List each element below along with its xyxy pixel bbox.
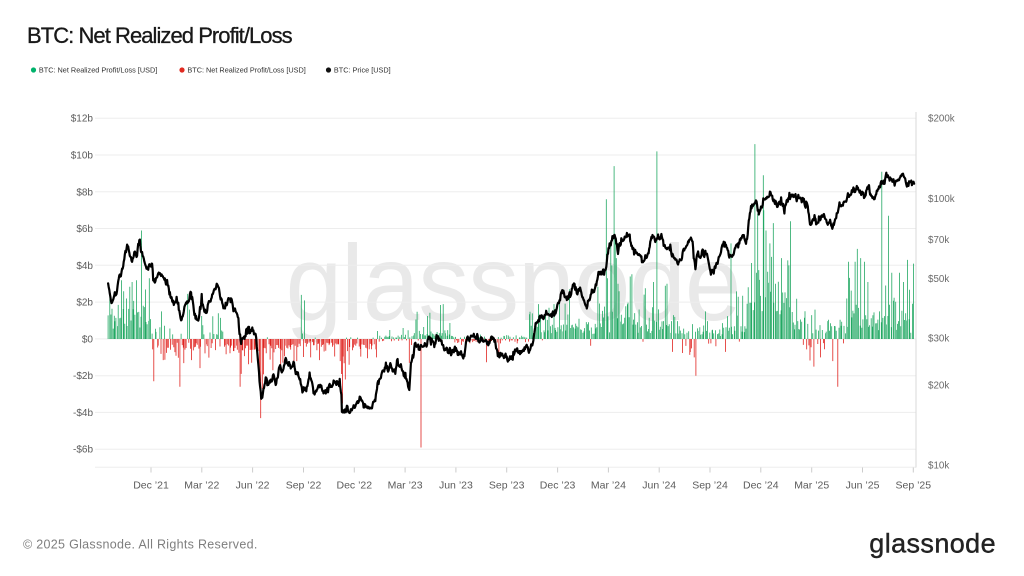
svg-text:Mar ’23: Mar ’23 (388, 480, 423, 492)
svg-text:$2b: $2b (76, 298, 93, 309)
svg-text:$70k: $70k (928, 235, 949, 246)
svg-text:Sep ’23: Sep ’23 (489, 480, 525, 492)
svg-text:$10k: $10k (928, 461, 949, 472)
svg-text:Sep ’25: Sep ’25 (895, 480, 931, 492)
svg-text:-$4b: -$4b (73, 408, 93, 419)
svg-text:BTC: Net Realized Profit/Loss: BTC: Net Realized Profit/Loss [USD] (39, 66, 157, 75)
svg-text:$8b: $8b (76, 187, 93, 198)
svg-text:Jun ’22: Jun ’22 (236, 480, 270, 492)
svg-text:Sep ’22: Sep ’22 (286, 480, 322, 492)
svg-text:$20k: $20k (928, 380, 949, 391)
svg-text:$200k: $200k (928, 114, 955, 125)
svg-text:BTC: Net Realized Profit/Loss: BTC: Net Realized Profit/Loss (27, 23, 293, 48)
svg-text:glassnode: glassnode (869, 528, 996, 558)
svg-text:$100k: $100k (928, 194, 955, 205)
svg-text:$6b: $6b (76, 224, 93, 235)
svg-text:$10b: $10b (71, 151, 94, 162)
svg-text:Sep ’24: Sep ’24 (692, 480, 728, 492)
svg-text:Mar ’24: Mar ’24 (591, 480, 626, 492)
svg-text:$30k: $30k (928, 333, 949, 344)
svg-text:© 2025 Glassnode. All Rights R: © 2025 Glassnode. All Rights Reserved. (23, 538, 258, 552)
svg-text:-$2b: -$2b (73, 371, 93, 382)
svg-text:BTC: Price [USD]: BTC: Price [USD] (334, 66, 391, 75)
svg-text:Mar ’22: Mar ’22 (184, 480, 219, 492)
svg-text:Dec ’22: Dec ’22 (336, 480, 372, 492)
svg-text:$50k: $50k (928, 274, 949, 285)
svg-text:-$6b: -$6b (73, 445, 93, 456)
svg-text:glassnode: glassnode (286, 223, 741, 344)
svg-text:$0: $0 (82, 334, 94, 345)
svg-text:Jun ’24: Jun ’24 (642, 480, 676, 492)
svg-text:Jun ’25: Jun ’25 (846, 480, 880, 492)
svg-text:$4b: $4b (76, 261, 93, 272)
svg-text:Dec ’24: Dec ’24 (743, 480, 779, 492)
svg-text:Dec ’21: Dec ’21 (133, 480, 169, 492)
svg-text:Mar ’25: Mar ’25 (794, 480, 829, 492)
svg-text:Dec ’23: Dec ’23 (540, 480, 576, 492)
svg-text:BTC: Net Realized Profit/Loss: BTC: Net Realized Profit/Loss [USD] (187, 66, 305, 75)
svg-text:$12b: $12b (71, 114, 94, 125)
svg-text:Jun ’23: Jun ’23 (439, 480, 473, 492)
